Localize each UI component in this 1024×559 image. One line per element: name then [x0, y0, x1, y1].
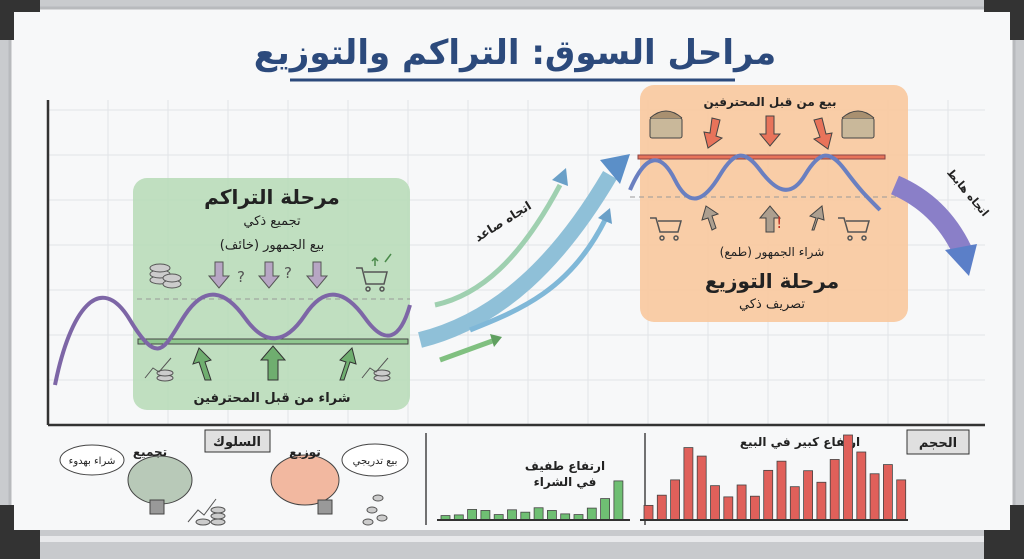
page-title: مراحل السوق: التراكم والتوزيع: [254, 33, 776, 73]
svg-text:شراء بهدوء: شراء بهدوء: [69, 456, 116, 467]
coins-scatter-icon: [362, 494, 388, 526]
volume-bar: [869, 473, 880, 521]
uptrend-arrows: [418, 154, 630, 363]
public-buying-label: شراء الجمهور (طمع): [720, 245, 825, 260]
down-arrows: [703, 115, 833, 150]
brain-icon: [127, 455, 193, 515]
volume-bar: [710, 485, 720, 521]
public-selling-label: بيع الجمهور (خائف): [220, 238, 324, 253]
shopping-cart-icon: [650, 217, 870, 241]
svg-text:السلوك: السلوك: [213, 435, 261, 450]
downtrend-arrow: [890, 175, 977, 276]
question-icon: ?: [284, 264, 292, 282]
volume-bar: [696, 455, 707, 521]
distribution-behavior-label: توزيع: [289, 445, 321, 460]
accumulation-phase: مرحلة التراكم تجميع ذكي بيع الجمهور (خائ…: [133, 178, 410, 410]
distribution-phase: بيع من قبل المحترفين ! شراء الجمهور (طمع…: [630, 85, 910, 322]
price-line: [628, 153, 882, 212]
volume-bar: [896, 479, 907, 521]
volume-header: الحجم: [906, 429, 970, 455]
volume-bar: [507, 509, 517, 521]
up-arrows: [192, 345, 357, 381]
sell-volume-bars: [643, 434, 907, 521]
question-icon: ?: [237, 268, 245, 286]
down-arrows: [207, 261, 329, 289]
volume-bar: [763, 469, 774, 521]
behavior-header: السلوك: [204, 429, 271, 453]
up-arrows: [701, 205, 825, 233]
volume-bar: [736, 484, 747, 521]
volume-bar: [723, 496, 734, 521]
volume-bar: [520, 511, 531, 521]
volume-bar: [750, 495, 760, 521]
volume-bar: [776, 460, 787, 521]
coins-icon: [149, 263, 182, 289]
thought-bubble: بيع تدريجي: [341, 443, 409, 477]
volume-bar: [480, 510, 491, 521]
volume-bar: [586, 507, 597, 521]
accumulation-behavior-label: تجميع: [133, 445, 167, 459]
volume-bar: [643, 504, 654, 521]
volume-bar: [656, 494, 667, 521]
volume-bar: [789, 486, 800, 521]
distribution-title: مرحلة التوزيع: [705, 269, 839, 293]
svg-text:بيع تدريجي: بيع تدريجي: [353, 456, 398, 467]
volume-bar: [533, 507, 544, 521]
volume-bar: [670, 479, 680, 521]
volume-bar: [547, 510, 557, 521]
accumulation-subtitle: تجميع ذكي: [243, 214, 301, 229]
svg-text:الحجم: الحجم: [919, 436, 957, 451]
shopping-cart-icon: [356, 253, 392, 292]
volume-bar: [883, 464, 893, 521]
price-line: [53, 292, 412, 386]
distribution-subtitle: تصريف ذكي: [739, 297, 805, 312]
buy-volume-label: ارتفاع طفيف: [525, 459, 605, 473]
coins-growth-icon: [187, 498, 226, 526]
treasure-chest-icon: [649, 110, 875, 139]
volume-bar: [803, 470, 813, 521]
sell-volume-label: ارتفاع كبير في البيع: [740, 435, 860, 449]
volume-bar: [816, 481, 827, 521]
volume-bar: [829, 459, 840, 521]
volume-bar: [843, 434, 853, 521]
buy-volume-label: في الشراء: [534, 475, 597, 489]
volume-bar: [467, 509, 478, 521]
coins-growth-icon: [144, 357, 391, 382]
pro-selling-label: بيع من قبل المحترفين: [703, 95, 836, 109]
volume-bar: [683, 447, 694, 521]
thought-bubble: شراء بهدوء: [59, 444, 125, 476]
volume-bar: [613, 480, 624, 521]
volume-bar: [856, 451, 867, 521]
exclamation-icon: !: [776, 213, 782, 232]
volume-bar: [600, 498, 610, 521]
buy-volume-bars: [440, 480, 624, 521]
brain-icon: [270, 454, 340, 515]
pro-buying-label: شراء من قبل المحترفين: [193, 391, 350, 406]
accumulation-title: مرحلة التراكم: [204, 185, 340, 209]
